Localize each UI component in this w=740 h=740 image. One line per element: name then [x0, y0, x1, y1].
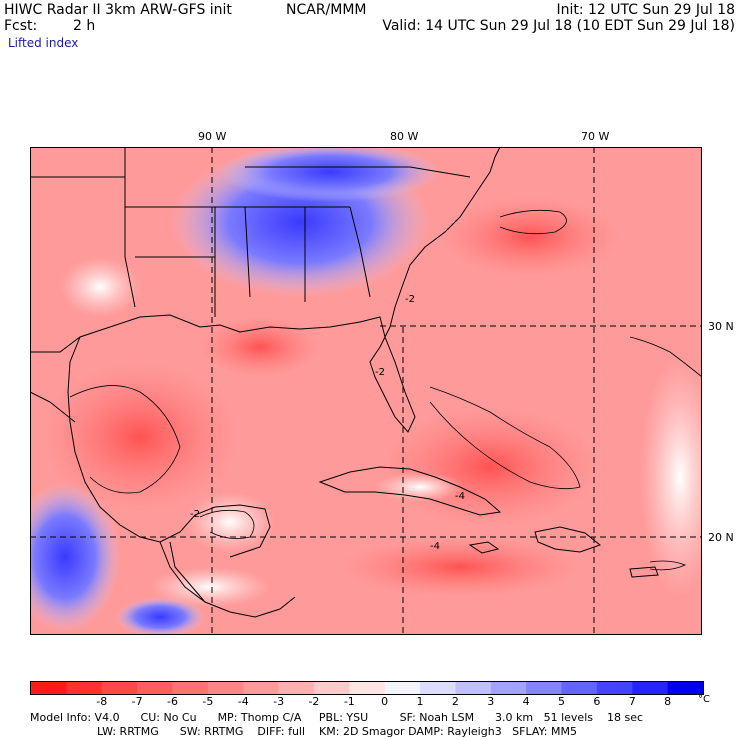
- contour-line: [499, 209, 567, 235]
- central-america-coast-line: [159, 541, 296, 618]
- gulf-coast-line: [30, 314, 416, 433]
- color-scale-tick-label: 2: [451, 695, 459, 708]
- stable-area-mexico: [30, 482, 120, 632]
- forecast-label: Fcst:: [4, 18, 38, 34]
- hispaniola-outline: [534, 526, 602, 553]
- contour-line: [199, 509, 255, 540]
- coastlines: [30, 147, 659, 618]
- color-scale-frame: [30, 681, 704, 695]
- color-scale-tick-label: 7: [628, 695, 636, 708]
- color-scale-swatch: [101, 682, 138, 694]
- lifted-index-contours: [69, 209, 702, 571]
- color-scale-swatch: [561, 682, 598, 694]
- unstable-area-caribbean: [340, 537, 580, 597]
- color-scale-swatch: [207, 682, 244, 694]
- color-scale-swatch: [31, 682, 67, 694]
- color-scale-tick-label: -2: [308, 695, 320, 708]
- color-scale-swatch: [632, 682, 669, 694]
- model-info-line-2: LW: RRTMG SW: RRTMG DIFF: full KM: 2D Sm…: [97, 725, 577, 738]
- field-name: Lifted index: [8, 36, 79, 50]
- texas-mexico-coast-line: [67, 336, 271, 558]
- color-scale-swatch: [667, 682, 704, 694]
- contour-line: [69, 385, 181, 494]
- contour-label: -4: [430, 541, 440, 552]
- contour-label: -2: [375, 367, 385, 378]
- color-scale-tick-label: -8: [96, 695, 108, 708]
- forecast-hour: 2 h: [73, 18, 96, 34]
- unstable-area-atlantic: [440, 197, 620, 277]
- neutral-area-honduras: [150, 567, 270, 607]
- jamaica-outline: [468, 541, 500, 554]
- lifted-index-map: -2 -2 -4 -4 -2: [30, 147, 702, 635]
- map-frame: [30, 147, 702, 635]
- neutral-area-texas: [60, 257, 140, 317]
- unstable-area-west-gulf: [40, 362, 240, 512]
- color-scale-swatch: [313, 682, 350, 694]
- color-scale-tick-label: 6: [593, 695, 601, 708]
- organization-label: NCAR/MMM: [286, 2, 367, 18]
- color-scale-tick-label: 5: [558, 695, 566, 708]
- longitude-label-80w: 80 W: [390, 130, 419, 143]
- unstable-area-central-gulf: [200, 317, 320, 377]
- latitude-label-20n: 20 N: [708, 531, 734, 544]
- color-scale-tick-label: 4: [522, 695, 530, 708]
- valid-time: Valid: 14 UTC Sun 29 Jul 18 (10 EDT Sun …: [382, 18, 735, 34]
- color-scale-tick-label: -4: [237, 695, 249, 708]
- contour-line: [629, 336, 702, 378]
- color-scale-swatch: [455, 682, 492, 694]
- state-borders: [30, 147, 471, 317]
- init-time: Init: 12 UTC Sun 29 Jul 18: [556, 2, 735, 18]
- color-scale-tick-label: 8: [664, 695, 672, 708]
- color-scale-bar: [30, 681, 704, 695]
- color-scale-swatch: [349, 682, 386, 694]
- cuba-outline: [318, 466, 502, 516]
- color-scale-swatch: [172, 682, 209, 694]
- stable-area-tennessee: [220, 147, 440, 202]
- puerto-rico-outline: [629, 566, 659, 578]
- contour-label: -2: [405, 294, 415, 305]
- model-info-line-1: Model Info: V4.0 CU: No Cu MP: Thomp C/A…: [30, 711, 644, 724]
- color-scale-swatch: [278, 682, 315, 694]
- color-scale-swatch: [66, 682, 103, 694]
- color-scale-tick-label: -7: [131, 695, 143, 708]
- color-scale-tick-label: 0: [381, 695, 389, 708]
- east-coast-line: [389, 147, 501, 328]
- lat-lon-grid: [30, 147, 702, 635]
- contour-line: [649, 560, 687, 571]
- color-scale-swatch: [384, 682, 421, 694]
- mexico-border: [30, 391, 206, 603]
- model-title: HIWC Radar II 3km ARW-GFS init: [4, 2, 232, 18]
- color-scale-swatch: [526, 682, 563, 694]
- color-scale-swatch: [420, 682, 456, 694]
- latitude-label-30n: 30 N: [708, 320, 734, 333]
- color-scale-swatch: [596, 682, 633, 694]
- color-scale-unit: °C: [698, 694, 710, 705]
- color-scale-swatch: [243, 682, 280, 694]
- unstable-area-bahamas: [380, 407, 600, 527]
- contour-labels: -2 -2 -4 -4 -2: [190, 294, 465, 552]
- contour-line: [429, 386, 581, 490]
- longitude-label-90w: 90 W: [198, 130, 227, 143]
- color-scale-tick-label: -1: [343, 695, 355, 708]
- contour-label: -4: [455, 491, 465, 502]
- color-scale-tick-label: 1: [416, 695, 424, 708]
- stable-area-east-pacific: [115, 597, 205, 635]
- color-scale-tick-label: -5: [202, 695, 214, 708]
- color-scale-swatch: [490, 682, 527, 694]
- color-scale-swatch: [137, 682, 173, 694]
- longitude-label-70w: 70 W: [581, 130, 610, 143]
- color-scale-tick-label: -6: [166, 695, 178, 708]
- color-scale-tick-label: 3: [487, 695, 495, 708]
- contour-label: -2: [190, 509, 200, 520]
- color-scale-tick-label: -3: [273, 695, 285, 708]
